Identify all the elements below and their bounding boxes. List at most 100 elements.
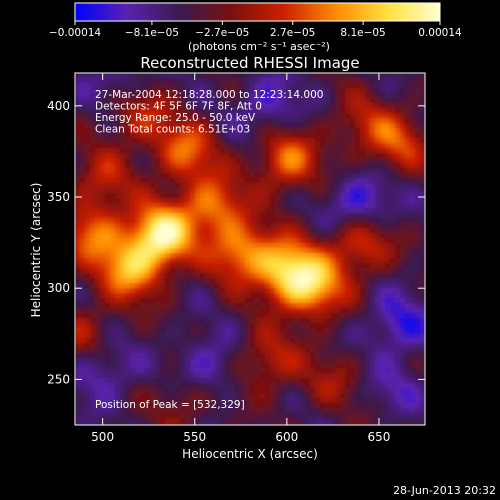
heatmap-cell — [125, 203, 131, 209]
heatmap-cell — [170, 128, 176, 134]
heatmap-cell — [235, 243, 241, 249]
heatmap-cell — [85, 358, 91, 364]
heatmap-cell — [420, 218, 425, 224]
heatmap-cell — [375, 138, 381, 144]
heatmap-cell — [220, 98, 226, 104]
heatmap-cell — [325, 423, 331, 425]
heatmap-cell — [180, 263, 186, 269]
heatmap-cell — [375, 318, 381, 324]
heatmap-cell — [370, 288, 376, 294]
heatmap-cell — [180, 318, 186, 324]
heatmap-cell — [240, 368, 246, 374]
heatmap-cell — [140, 83, 146, 89]
heatmap-cell — [185, 203, 191, 209]
heatmap-cell — [270, 218, 276, 224]
heatmap-cell — [85, 343, 91, 349]
plot-frame — [74, 72, 426, 426]
heatmap-cell — [405, 208, 411, 214]
heatmap-cell — [255, 158, 261, 164]
heatmap-cell — [265, 373, 271, 379]
heatmap-cell — [410, 393, 416, 399]
heatmap-cell — [80, 393, 86, 399]
heatmap-cell — [180, 93, 186, 99]
heatmap-cell — [255, 403, 261, 409]
heatmap-cell — [255, 223, 261, 229]
heatmap-cell — [120, 78, 126, 84]
heatmap-cell — [105, 243, 111, 249]
heatmap-cell — [350, 258, 356, 264]
heatmap-cell — [100, 393, 106, 399]
heatmap-cell — [275, 228, 281, 234]
heatmap-cell — [415, 348, 421, 354]
heatmap-cell — [415, 183, 421, 189]
heatmap-cell — [230, 153, 236, 159]
heatmap-cell — [270, 378, 276, 384]
heatmap-cell — [90, 243, 96, 249]
heatmap-cell — [405, 218, 411, 224]
heatmap-cell — [205, 168, 211, 174]
heatmap-cell — [360, 213, 366, 219]
heatmap-cell — [260, 303, 266, 309]
heatmap-cell — [160, 218, 166, 224]
heatmap-cell — [205, 233, 211, 239]
heatmap-cell — [405, 278, 411, 284]
heatmap-cell — [180, 123, 186, 129]
heatmap-cell — [90, 413, 96, 419]
heatmap-cell — [325, 243, 331, 249]
heatmap-cell — [170, 243, 176, 249]
heatmap-cell — [170, 108, 176, 114]
heatmap-cell — [235, 423, 241, 425]
heatmap-cell — [140, 263, 146, 269]
heatmap-cell — [250, 403, 256, 409]
heatmap-cell — [340, 223, 346, 229]
heatmap-cell — [385, 153, 391, 159]
heatmap-cell — [355, 273, 361, 279]
heatmap-cell — [345, 108, 351, 114]
heatmap-cell — [180, 338, 186, 344]
heatmap-cell — [240, 108, 246, 114]
x-tick-label: 500 — [91, 430, 114, 444]
heatmap-cell — [155, 423, 161, 425]
heatmap-cell — [340, 113, 346, 119]
heatmap-cell — [400, 303, 406, 309]
heatmap-cell — [215, 378, 221, 384]
heatmap-cell — [240, 238, 246, 244]
heatmap-cell — [250, 318, 256, 324]
heatmap-cell — [150, 418, 156, 424]
heatmap-cell — [125, 198, 131, 204]
heatmap-cell — [145, 323, 151, 329]
heatmap-cell — [170, 208, 176, 214]
heatmap-cell — [240, 318, 246, 324]
heatmap-cell — [85, 233, 91, 239]
heatmap-cell — [245, 128, 251, 134]
heatmap-cell — [355, 188, 361, 194]
heatmap-cell — [310, 418, 316, 424]
heatmap-cell — [190, 278, 196, 284]
heatmap-cell — [285, 288, 291, 294]
heatmap-cell — [145, 108, 151, 114]
heatmap-cell — [125, 263, 131, 269]
heatmap-cell — [265, 308, 271, 314]
heatmap-cell — [285, 278, 291, 284]
heatmap-cell — [385, 118, 391, 124]
heatmap-cell — [310, 263, 316, 269]
heatmap-cell — [360, 393, 366, 399]
heatmap-cell — [380, 258, 386, 264]
heatmap-cell — [220, 313, 226, 319]
heatmap-cell — [130, 263, 136, 269]
heatmap-cell — [275, 278, 281, 284]
heatmap-cell — [340, 168, 346, 174]
heatmap-cell — [200, 158, 206, 164]
heatmap-cell — [285, 348, 291, 354]
heatmap-cell — [280, 78, 286, 84]
heatmap-cell — [265, 288, 271, 294]
heatmap-cell — [110, 208, 116, 214]
heatmap-cell — [355, 303, 361, 309]
heatmap-cell — [180, 333, 186, 339]
heatmap-cell — [190, 373, 196, 379]
heatmap-cell — [345, 388, 351, 394]
heatmap-cell — [145, 88, 151, 94]
heatmap-cell — [400, 278, 406, 284]
heatmap-cell — [325, 183, 331, 189]
heatmap-cell — [210, 368, 216, 374]
